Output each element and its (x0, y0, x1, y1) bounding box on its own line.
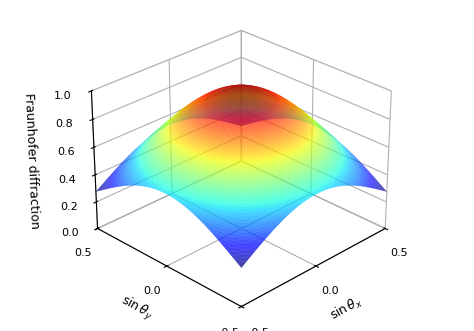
Y-axis label: $\sin\theta_y$: $\sin\theta_y$ (117, 292, 156, 325)
X-axis label: $\sin\theta_x$: $\sin\theta_x$ (327, 293, 365, 324)
